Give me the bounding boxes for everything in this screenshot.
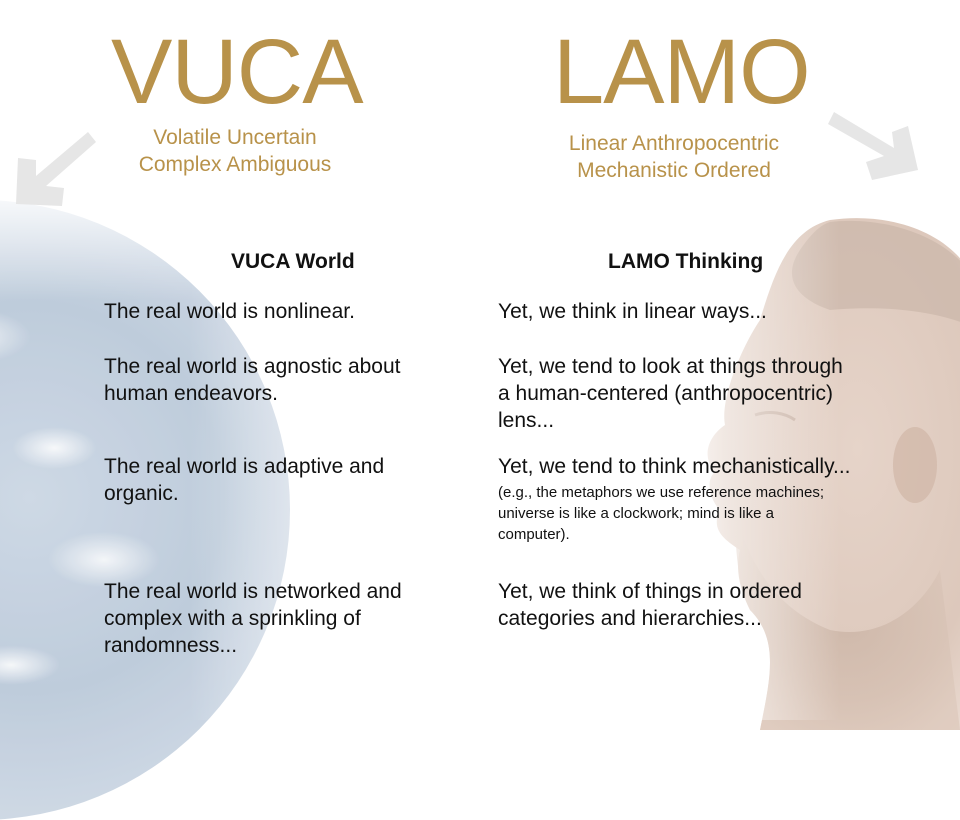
lamo-row-3-note: (e.g., the metaphors we use reference ma… (498, 482, 938, 545)
lamo-row-4: Yet, we think of things in ordered categ… (498, 578, 938, 632)
lamo-row-3-note-line-2: universe is like a clockwork; mind is li… (498, 505, 774, 522)
arrow-down-right-icon (828, 112, 918, 180)
lamo-row-1: Yet, we think in linear ways... (498, 298, 938, 325)
vuca-row-4: The real world is networked and complex … (104, 578, 504, 659)
vuca-row-2: The real world is agnostic about human e… (104, 353, 504, 407)
vuca-row-4-line-2: complex with a sprinkling of (104, 607, 361, 630)
vuca-title: VUCA (111, 21, 364, 123)
vuca-subtitle-line-2: Complex Ambiguous (138, 153, 332, 176)
vuca-subtitle: Volatile Uncertain Complex Ambiguous (128, 124, 342, 178)
lamo-row-3: Yet, we tend to think mechanistically...… (498, 453, 938, 545)
vuca-row-4-line-3: randomness... (104, 634, 238, 657)
lamo-row-3-note-line-1: (e.g., the metaphors we use reference ma… (498, 484, 825, 501)
lamo-title: LAMO (553, 21, 811, 123)
arrow-down-left-icon (16, 132, 96, 206)
lamo-row-4-line-2: categories and hierarchies... (498, 607, 762, 630)
lamo-row-2-line-3: lens... (498, 409, 555, 432)
earth-fade-top (0, 180, 420, 300)
lamo-row-3-note-line-3: computer). (498, 526, 570, 543)
vuca-row-2-line-1: The real world is agnostic about (104, 355, 401, 378)
lamo-row-1-line-1: Yet, we think in linear ways... (498, 300, 767, 323)
lamo-row-4-line-1: Yet, we think of things in ordered (498, 580, 802, 603)
vuca-subtitle-line-1: Volatile Uncertain (153, 126, 317, 149)
lamo-subtitle-line-1: Linear Anthropocentric (568, 132, 780, 155)
lamo-row-3-line-1: Yet, we tend to think mechanistically... (498, 455, 851, 478)
earth-image (0, 200, 290, 820)
lamo-row-2-line-1: Yet, we tend to look at things through (498, 355, 843, 378)
vuca-row-3: The real world is adaptive and organic. (104, 453, 504, 507)
column-header-lamo-thinking: LAMO Thinking (608, 250, 764, 273)
lamo-row-2-line-2: a human-centered (anthropocentric) (498, 382, 834, 405)
column-header-vuca-world: VUCA World (231, 250, 355, 273)
vuca-row-2-line-2: human endeavors. (104, 382, 278, 405)
vuca-row-1-line-1: The real world is nonlinear. (104, 300, 355, 323)
vuca-row-3-line-1: The real world is adaptive and (104, 455, 385, 478)
vuca-row-3-line-2: organic. (104, 482, 179, 505)
vuca-row-1: The real world is nonlinear. (104, 298, 504, 325)
lamo-row-2: Yet, we tend to look at things through a… (498, 353, 938, 434)
vuca-row-4-line-1: The real world is networked and (104, 580, 402, 603)
lamo-subtitle-line-2: Mechanistic Ordered (577, 159, 771, 182)
lamo-subtitle: Linear Anthropocentric Mechanistic Order… (558, 130, 790, 184)
